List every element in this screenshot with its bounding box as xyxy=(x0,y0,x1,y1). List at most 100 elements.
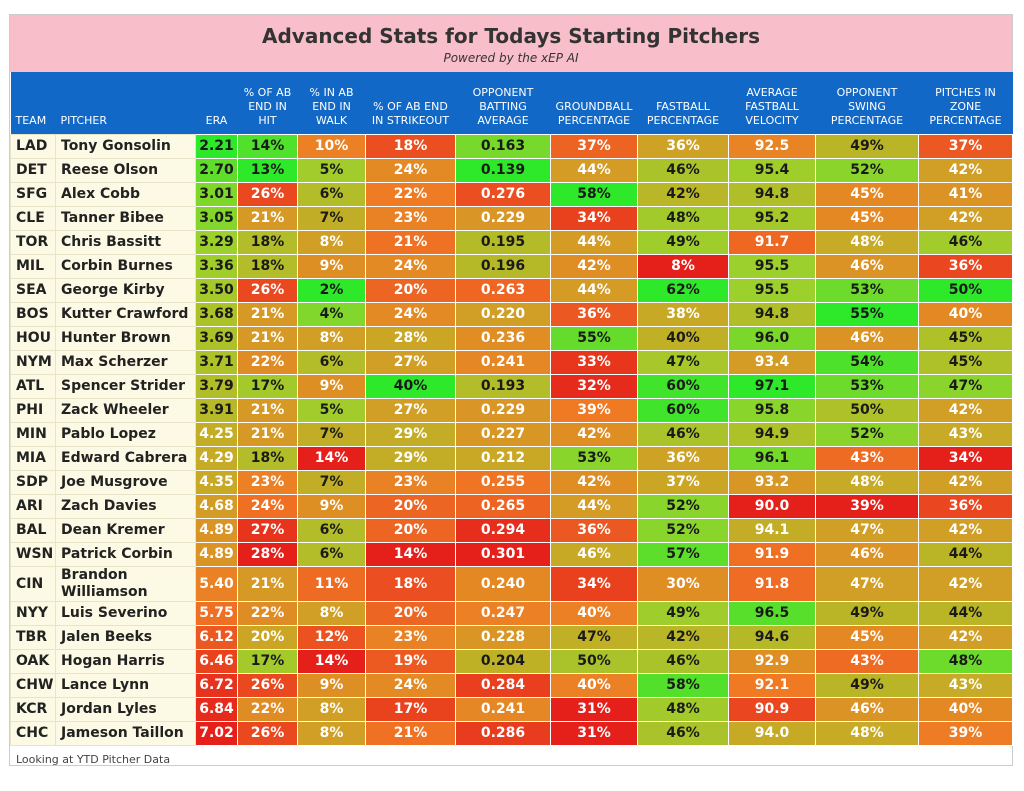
stat-cell: 42% xyxy=(550,254,638,279)
table-row: SDP Joe Musgrove 4.35 23% 7% 23% 0.255 42% 37% 93… xyxy=(10,470,1013,495)
stat-cell: 40% xyxy=(637,326,729,351)
stat-cell: 40% xyxy=(918,697,1013,722)
stat-cell: 0.236 xyxy=(455,326,551,351)
stat-cell: 93.4 xyxy=(728,350,816,375)
stat-cell: 55% xyxy=(815,302,919,327)
stat-cell: 92.1 xyxy=(728,673,816,698)
footer: Looking at YTD Pitcher Data xyxy=(16,753,171,766)
pitcher-cell: Max Scherzer xyxy=(55,350,196,375)
stat-cell: 0.163 xyxy=(455,134,551,159)
column-header: OPPONENT SWING PERCENTAGE xyxy=(815,72,919,135)
column-header: PITCHES IN ZONE PERCENTAGE xyxy=(918,72,1013,135)
stat-cell: 23% xyxy=(365,625,456,650)
stat-cell: 43% xyxy=(918,422,1013,447)
stat-cell: 58% xyxy=(550,182,638,207)
column-header: GROUNDBALL PERCENTAGE xyxy=(550,72,638,135)
stat-cell: 47% xyxy=(637,350,729,375)
team-cell: CLE xyxy=(10,206,56,231)
stat-cell: 2% xyxy=(297,278,366,303)
team-cell: PHI xyxy=(10,398,56,423)
table-row: NYM Max Scherzer 3.71 22% 6% 27% 0.241 33% 47% 93… xyxy=(10,350,1013,375)
stat-cell: 46% xyxy=(815,542,919,567)
stat-cell: 28% xyxy=(237,542,298,567)
stat-cell: 42% xyxy=(918,625,1013,650)
stat-cell: 42% xyxy=(918,566,1013,602)
team-cell: CIN xyxy=(10,566,56,602)
stat-cell: 54% xyxy=(815,350,919,375)
stat-cell: 0.241 xyxy=(455,697,551,722)
stat-cell: 52% xyxy=(815,422,919,447)
stat-cell: 3.69 xyxy=(195,326,238,351)
stat-cell: 41% xyxy=(918,182,1013,207)
team-cell: TOR xyxy=(10,230,56,255)
stat-cell: 48% xyxy=(815,721,919,746)
stat-cell: 0.284 xyxy=(455,673,551,698)
column-header: PITCHER xyxy=(55,72,196,135)
stat-cell: 38% xyxy=(637,302,729,327)
stat-cell: 96.0 xyxy=(728,326,816,351)
stat-cell: 60% xyxy=(637,398,729,423)
stat-cell: 0.212 xyxy=(455,446,551,471)
pitcher-cell: Spencer Strider xyxy=(55,374,196,399)
team-cell: SEA xyxy=(10,278,56,303)
stat-cell: 30% xyxy=(637,566,729,602)
stat-cell: 46% xyxy=(815,697,919,722)
table-row: BOS Kutter Crawford 3.68 21% 4% 24% 0.220 36% 38… xyxy=(10,302,1013,327)
team-cell: CHC xyxy=(10,721,56,746)
stat-cell: 91.8 xyxy=(728,566,816,602)
stat-cell: 93.2 xyxy=(728,470,816,495)
pitcher-cell: Tony Gonsolin xyxy=(55,134,196,159)
stat-cell: 50% xyxy=(815,398,919,423)
stat-cell: 18% xyxy=(365,134,456,159)
stat-cell: 0.247 xyxy=(455,601,551,626)
stat-cell: 9% xyxy=(297,494,366,519)
stat-cell: 21% xyxy=(237,398,298,423)
column-header: % OF AB END IN STRIKEOUT xyxy=(365,72,456,135)
stat-cell: 90.0 xyxy=(728,494,816,519)
stat-cell: 37% xyxy=(550,134,638,159)
title-bar: Advanced Stats for Todays Starting Pitch… xyxy=(10,15,1012,72)
pitcher-cell: Lance Lynn xyxy=(55,673,196,698)
stat-cell: 94.9 xyxy=(728,422,816,447)
stat-cell: 8% xyxy=(637,254,729,279)
stat-cell: 24% xyxy=(365,254,456,279)
table-row: HOU Hunter Brown 3.69 21% 8% 28% 0.236 55% 40% 96… xyxy=(10,326,1013,351)
stat-cell: 12% xyxy=(297,625,366,650)
pitcher-cell: Chris Bassitt xyxy=(55,230,196,255)
stat-cell: 43% xyxy=(918,673,1013,698)
stat-cell: 42% xyxy=(918,206,1013,231)
stat-cell: 21% xyxy=(237,422,298,447)
stat-cell: 0.220 xyxy=(455,302,551,327)
stat-cell: 49% xyxy=(637,601,729,626)
stat-cell: 21% xyxy=(237,566,298,602)
pitcher-cell: Luis Severino xyxy=(55,601,196,626)
table-row: CLE Tanner Bibee 3.05 21% 7% 23% 0.229 34% 48% 95… xyxy=(10,206,1013,231)
stat-cell: 2.70 xyxy=(195,158,238,183)
table-row: DET Reese Olson 2.70 13% 5% 24% 0.139 44% 46% 95.… xyxy=(10,158,1013,183)
stat-cell: 94.1 xyxy=(728,518,816,543)
pitcher-cell: Zack Wheeler xyxy=(55,398,196,423)
stat-cell: 24% xyxy=(237,494,298,519)
stat-cell: 0.265 xyxy=(455,494,551,519)
stat-cell: 0.229 xyxy=(455,398,551,423)
stat-cell: 3.05 xyxy=(195,206,238,231)
stat-cell: 33% xyxy=(550,350,638,375)
stat-cell: 40% xyxy=(550,673,638,698)
stat-cell: 92.9 xyxy=(728,649,816,674)
team-cell: HOU xyxy=(10,326,56,351)
stat-cell: 3.50 xyxy=(195,278,238,303)
stat-cell: 5.75 xyxy=(195,601,238,626)
stat-cell: 90.9 xyxy=(728,697,816,722)
stat-cell: 4.89 xyxy=(195,518,238,543)
stat-cell: 94.0 xyxy=(728,721,816,746)
stat-cell: 0.196 xyxy=(455,254,551,279)
stat-cell: 50% xyxy=(550,649,638,674)
stat-cell: 96.5 xyxy=(728,601,816,626)
stat-cell: 24% xyxy=(365,302,456,327)
stat-cell: 53% xyxy=(550,446,638,471)
stat-cell: 8% xyxy=(297,230,366,255)
stat-cell: 43% xyxy=(815,446,919,471)
stat-cell: 47% xyxy=(918,374,1013,399)
stat-cell: 46% xyxy=(637,422,729,447)
stat-cell: 22% xyxy=(237,350,298,375)
